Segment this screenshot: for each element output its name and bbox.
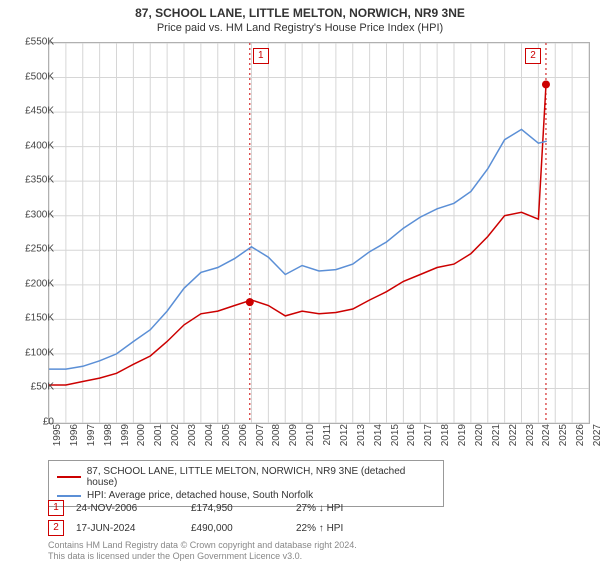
marker-badge: 1 [48,500,64,516]
footnote: Contains HM Land Registry data © Crown c… [48,540,357,562]
x-tick-label: 1999 [120,424,131,454]
y-tick-label: £50K [12,382,54,393]
legend-swatch [57,495,81,497]
x-tick-label: 2017 [423,424,434,454]
y-tick-label: £100K [12,347,54,358]
chart-svg [49,43,589,423]
x-tick-label: 1995 [52,424,63,454]
y-tick-label: £200K [12,278,54,289]
x-tick-label: 2001 [153,424,164,454]
x-tick-label: 2004 [204,424,215,454]
x-tick-label: 2027 [592,424,600,454]
x-tick-label: 1996 [69,424,80,454]
x-tick-label: 2019 [457,424,468,454]
x-tick-label: 2002 [170,424,181,454]
x-tick-label: 2006 [238,424,249,454]
x-tick-label: 2018 [440,424,451,454]
y-tick-label: £250K [12,244,54,255]
transaction-row: 2 17-JUN-2024 £490,000 22% ↑ HPI [48,520,343,536]
footnote-line: This data is licensed under the Open Gov… [48,551,302,561]
transaction-delta: 27% ↓ HPI [296,503,343,514]
y-tick-label: £150K [12,313,54,324]
x-tick-label: 2010 [305,424,316,454]
x-tick-label: 2014 [373,424,384,454]
x-tick-label: 2021 [491,424,502,454]
x-tick-label: 2016 [406,424,417,454]
x-tick-label: 2005 [221,424,232,454]
transaction-date: 17-JUN-2024 [76,523,191,534]
chart-subtitle: Price paid vs. HM Land Registry's House … [0,20,600,38]
chart-marker-badge: 2 [525,48,541,64]
x-tick-label: 2025 [558,424,569,454]
y-tick-label: £550K [12,37,54,48]
chart-title: 87, SCHOOL LANE, LITTLE MELTON, NORWICH,… [0,0,600,20]
footnote-line: Contains HM Land Registry data © Crown c… [48,540,357,550]
y-tick-label: £400K [12,140,54,151]
x-tick-label: 2023 [525,424,536,454]
marker-badge: 2 [48,520,64,536]
x-tick-label: 2012 [339,424,350,454]
legend-item: 87, SCHOOL LANE, LITTLE MELTON, NORWICH,… [57,465,435,489]
x-tick-label: 2024 [541,424,552,454]
legend-swatch [57,476,81,478]
y-tick-label: £500K [12,71,54,82]
x-tick-label: 2026 [575,424,586,454]
y-tick-label: £300K [12,209,54,220]
chart-marker-badge: 1 [253,48,269,64]
x-tick-label: 2008 [271,424,282,454]
x-tick-label: 2003 [187,424,198,454]
x-tick-label: 1998 [103,424,114,454]
transaction-delta: 22% ↑ HPI [296,523,343,534]
x-tick-label: 2013 [356,424,367,454]
x-tick-label: 2009 [288,424,299,454]
legend-label: 87, SCHOOL LANE, LITTLE MELTON, NORWICH,… [87,466,435,488]
transaction-price: £490,000 [191,523,296,534]
x-tick-label: 2011 [322,424,333,454]
x-tick-label: 2000 [136,424,147,454]
y-tick-label: £0 [12,417,54,428]
y-tick-label: £450K [12,106,54,117]
x-tick-label: 2020 [474,424,485,454]
transaction-row: 1 24-NOV-2006 £174,950 27% ↓ HPI [48,500,343,516]
x-tick-label: 2022 [508,424,519,454]
x-tick-label: 2015 [390,424,401,454]
transaction-price: £174,950 [191,503,296,514]
x-tick-label: 1997 [86,424,97,454]
x-tick-label: 2007 [255,424,266,454]
plot-area [48,42,590,424]
transaction-date: 24-NOV-2006 [76,503,191,514]
chart-container: 87, SCHOOL LANE, LITTLE MELTON, NORWICH,… [0,0,600,560]
y-tick-label: £350K [12,175,54,186]
